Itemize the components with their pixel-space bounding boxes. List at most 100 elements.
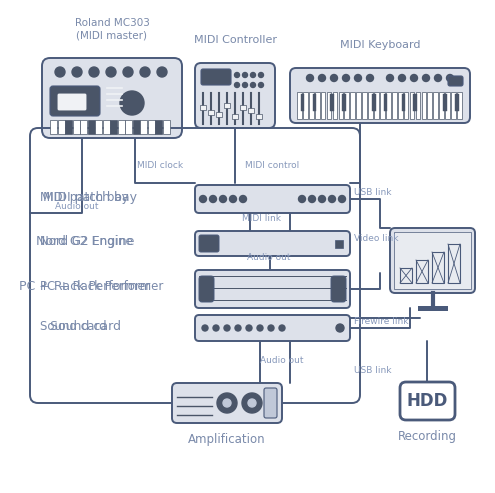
Bar: [451, 92, 456, 119]
Circle shape: [298, 196, 305, 203]
Text: MIDI patch bay: MIDI patch bay: [43, 190, 137, 204]
Bar: [443, 94, 446, 111]
Text: PC + Rack Performer: PC + Rack Performer: [19, 281, 150, 293]
Text: Nord G2 Engine: Nord G2 Engine: [36, 235, 134, 248]
FancyBboxPatch shape: [172, 383, 282, 423]
Circle shape: [258, 82, 263, 87]
Bar: [410, 92, 414, 119]
Circle shape: [140, 67, 150, 77]
Bar: [401, 94, 405, 111]
Bar: [321, 92, 325, 119]
Bar: [350, 92, 355, 119]
Circle shape: [354, 74, 361, 81]
Text: Firewire link: Firewire link: [354, 317, 408, 326]
Bar: [117, 120, 125, 134]
Bar: [422, 92, 426, 119]
Bar: [417, 306, 447, 311]
Text: HDD: HDD: [407, 392, 448, 410]
FancyBboxPatch shape: [57, 93, 87, 111]
Bar: [155, 120, 162, 134]
Circle shape: [223, 399, 231, 407]
FancyBboxPatch shape: [201, 69, 231, 85]
Circle shape: [366, 74, 374, 81]
Circle shape: [331, 74, 338, 81]
FancyBboxPatch shape: [195, 63, 275, 128]
Text: MIDI Keyboard: MIDI Keyboard: [340, 40, 420, 50]
Text: Nord G2 Engine: Nord G2 Engine: [40, 235, 133, 248]
Text: Audio out: Audio out: [55, 202, 99, 211]
Circle shape: [423, 74, 430, 81]
Circle shape: [243, 72, 248, 77]
Circle shape: [157, 67, 167, 77]
Bar: [248, 110, 254, 115]
Bar: [224, 116, 230, 121]
Circle shape: [235, 72, 240, 77]
Bar: [232, 109, 238, 114]
Text: MIDI patch bay: MIDI patch bay: [40, 190, 129, 204]
Bar: [356, 92, 361, 119]
Bar: [374, 92, 379, 119]
Circle shape: [230, 196, 237, 203]
Bar: [333, 92, 337, 119]
Text: Video link: Video link: [354, 234, 398, 243]
Bar: [386, 92, 391, 119]
Bar: [208, 115, 214, 120]
Bar: [384, 94, 388, 111]
FancyBboxPatch shape: [195, 270, 350, 308]
FancyBboxPatch shape: [195, 315, 350, 341]
Circle shape: [243, 82, 248, 87]
Bar: [200, 102, 206, 107]
Circle shape: [123, 67, 133, 77]
Circle shape: [242, 393, 262, 413]
Bar: [57, 120, 64, 134]
Text: Recording: Recording: [398, 430, 457, 443]
Bar: [339, 92, 343, 119]
FancyBboxPatch shape: [448, 76, 463, 86]
FancyBboxPatch shape: [42, 58, 182, 138]
Bar: [433, 92, 438, 119]
Bar: [413, 94, 417, 111]
Circle shape: [72, 67, 82, 77]
FancyBboxPatch shape: [199, 235, 219, 252]
FancyBboxPatch shape: [390, 228, 475, 293]
Text: Amplification: Amplification: [188, 433, 266, 446]
Circle shape: [246, 325, 252, 331]
Circle shape: [387, 74, 394, 81]
Bar: [301, 94, 304, 111]
Text: MIDI control: MIDI control: [245, 161, 299, 170]
Circle shape: [257, 325, 263, 331]
Bar: [309, 92, 314, 119]
Circle shape: [339, 196, 346, 203]
Circle shape: [318, 74, 326, 81]
Bar: [88, 120, 95, 134]
Bar: [162, 120, 169, 134]
Circle shape: [250, 82, 255, 87]
Bar: [133, 120, 140, 134]
Bar: [216, 112, 222, 117]
Bar: [297, 92, 302, 119]
FancyBboxPatch shape: [290, 68, 470, 123]
Circle shape: [235, 325, 241, 331]
Bar: [110, 120, 117, 134]
Bar: [50, 120, 57, 134]
Text: Roland MC303
(MIDI master): Roland MC303 (MIDI master): [75, 18, 149, 40]
Circle shape: [235, 82, 240, 87]
Bar: [256, 109, 262, 114]
Bar: [65, 120, 72, 134]
Bar: [148, 120, 154, 134]
Circle shape: [398, 74, 405, 81]
Bar: [335, 240, 343, 248]
Bar: [394, 232, 471, 289]
Circle shape: [410, 74, 417, 81]
Text: PC + Rack Performer: PC + Rack Performer: [40, 281, 163, 293]
Bar: [439, 92, 444, 119]
Circle shape: [89, 67, 99, 77]
FancyBboxPatch shape: [331, 276, 346, 302]
Bar: [303, 92, 308, 119]
Bar: [416, 92, 420, 119]
Bar: [102, 120, 109, 134]
Bar: [372, 94, 376, 111]
Bar: [457, 92, 462, 119]
Text: MIDI Controller: MIDI Controller: [194, 35, 277, 45]
Circle shape: [318, 196, 326, 203]
